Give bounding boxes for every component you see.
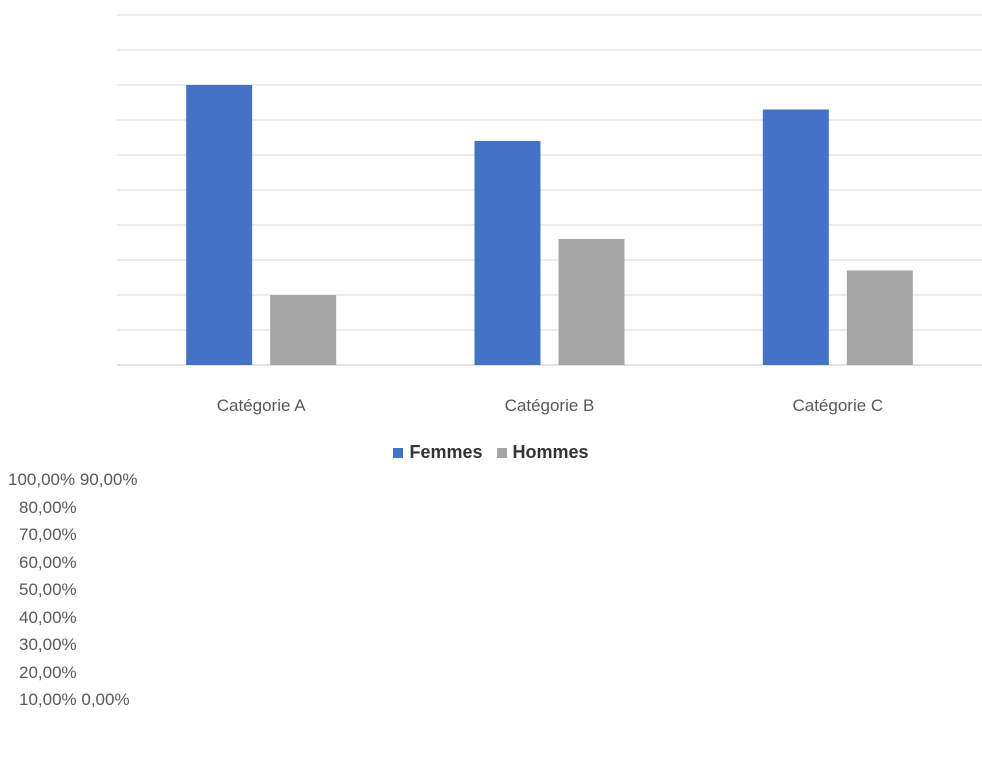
bar-femmes-1 [186,85,253,365]
legend-label-hommes: Hommes [512,442,589,462]
bar-hommes-3 [846,270,913,365]
legend-item-femmes: Femmes [393,442,483,463]
legend-swatch-hommes [496,447,507,458]
bars [186,85,913,365]
bar-chart: Catégorie A Catégorie B Catégorie C [117,14,982,415]
legend-label-femmes: Femmes [409,442,483,462]
category-label: Catégorie B [505,396,595,415]
category-labels: Catégorie A Catégorie B Catégorie C [217,396,883,415]
bar-femmes-3 [762,109,829,365]
legend-swatch-femmes [393,447,404,458]
y-axis-tick-labels: 100,00% 90,00% 80,00% 70,00% 60,00% 50,0… [8,466,138,714]
category-label: Catégorie A [217,396,306,415]
bar-hommes-1 [270,295,337,365]
bar-femmes-2 [474,141,541,365]
y-tick-label: 30,00% [19,635,77,654]
y-tick-label: 20,00% [19,662,77,682]
y-tick-label: 50,00% [19,580,77,599]
y-tick-label: 10,00% 0,00% [19,690,130,709]
y-tick-label: 100,00% 90,00% [8,470,138,489]
y-tick-label: 80,00% [19,497,77,517]
gridlines [117,14,982,366]
y-tick-label: 70,00% [19,525,77,544]
y-tick-label: 40,00% [19,607,77,627]
legend-item-hommes: Hommes [496,442,589,463]
bar-hommes-2 [558,239,625,365]
y-tick-label: 60,00% [19,552,77,572]
category-label: Catégorie C [792,396,883,415]
legend: Femmes Hommes [0,442,982,463]
